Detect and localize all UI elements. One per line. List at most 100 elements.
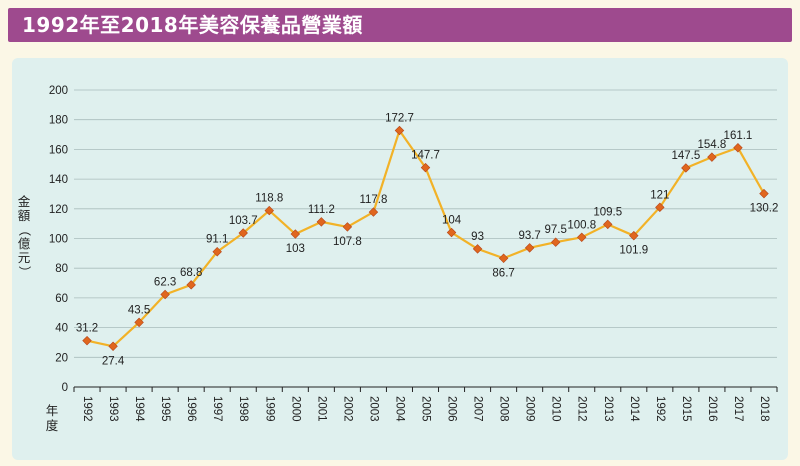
- data-label: 62.3: [154, 276, 176, 288]
- data-label: 130.2: [750, 203, 779, 215]
- x-tick-label: 2006: [446, 396, 458, 422]
- x-tick-label: 2007: [472, 396, 484, 422]
- x-tick-label: 2017: [732, 396, 744, 422]
- data-point: [472, 244, 483, 254]
- data-point: [212, 246, 222, 257]
- y-tick-label: 100: [49, 234, 68, 246]
- data-point: [576, 232, 587, 243]
- data-label: 27.4: [102, 355, 125, 367]
- x-tick-label: 1992: [654, 396, 666, 422]
- y-axis-label-char: 額: [18, 209, 31, 223]
- data-label: 31.2: [76, 323, 98, 335]
- x-tick-label: 2008: [498, 396, 510, 422]
- data-point: [498, 253, 509, 263]
- data-label: 101.9: [619, 245, 648, 257]
- x-axis-label-char: 年: [46, 404, 59, 418]
- data-point: [420, 162, 431, 173]
- data-label: 68.8: [180, 267, 202, 279]
- x-tick-label: 2002: [341, 396, 353, 422]
- axes: 0 20 40 60 80 100 120 140 160 180 200 1992 1993 1994 1…: [49, 85, 778, 422]
- x-tick-label: 2004: [393, 396, 405, 422]
- data-label: 111.2: [308, 204, 335, 216]
- data-point: [446, 227, 457, 238]
- x-tick-label: 2003: [367, 396, 379, 422]
- data-point: [264, 205, 275, 216]
- y-tick-label: 20: [55, 352, 68, 364]
- data-label: 107.8: [333, 236, 362, 248]
- data-point: [82, 335, 92, 346]
- x-tick-label: 1992: [81, 396, 93, 422]
- data-point: [238, 228, 248, 238]
- data-label: 109.5: [593, 206, 622, 218]
- x-tick-label: 2015: [680, 396, 692, 422]
- x-tick-label: 2009: [524, 396, 536, 422]
- data-label: 103: [286, 243, 305, 255]
- y-tick-label: 40: [55, 323, 68, 335]
- data-label: 43.5: [128, 304, 150, 316]
- x-tick-label: 2018: [758, 396, 770, 422]
- data-point: [603, 219, 613, 230]
- x-tick-label: 1993: [107, 396, 119, 422]
- data-point: [759, 188, 769, 199]
- data-point: [524, 243, 535, 253]
- y-tick-label: 60: [55, 293, 68, 305]
- x-tick-label: 1996: [185, 396, 197, 422]
- data-point: [394, 125, 405, 136]
- x-tick-label: 2000: [289, 396, 301, 422]
- y-axis-label-char: （: [17, 224, 31, 237]
- data-label: 97.5: [544, 224, 566, 236]
- data-label: 104: [442, 215, 462, 227]
- data-point: [655, 202, 665, 213]
- data-label: 100.8: [567, 219, 596, 231]
- y-axis-label-char: 億: [18, 237, 31, 251]
- x-axis-label: 年度: [46, 404, 59, 433]
- data-point: [342, 222, 353, 232]
- x-tick-label: 1998: [237, 396, 249, 422]
- y-axis-label: 金額（億元）: [17, 194, 31, 278]
- data-label: 121: [650, 189, 669, 201]
- x-tick-label: 1995: [159, 396, 171, 422]
- data-label: 172.7: [385, 113, 414, 125]
- x-axis-label-char: 度: [46, 418, 59, 433]
- x-tick-label: 2001: [315, 396, 327, 422]
- title-bar: 1992年至2018年美容保養品營業額: [8, 8, 792, 42]
- y-tick-label: 140: [49, 174, 68, 186]
- data-point: [368, 207, 379, 217]
- x-tick-label: 1994: [133, 396, 145, 422]
- x-tick-label: 1999: [263, 396, 275, 422]
- x-tick-label: 2014: [628, 396, 640, 422]
- chart-title: 1992年至2018年美容保養品營業額: [22, 13, 363, 37]
- x-tick-label: 2016: [706, 396, 718, 422]
- data-label: 154.8: [698, 139, 727, 151]
- data-label: 93.7: [518, 230, 540, 242]
- y-axis-label-char: ）: [17, 266, 31, 279]
- data-point: [186, 280, 196, 290]
- data-point: [108, 341, 118, 352]
- y-tick-label: 180: [49, 115, 68, 127]
- data-point: [316, 217, 327, 227]
- y-tick-label: 120: [49, 204, 68, 216]
- data-label: 147.5: [671, 150, 700, 162]
- data-label: 93: [471, 231, 484, 243]
- data-point: [134, 317, 144, 328]
- data-label: 147.7: [411, 150, 440, 162]
- x-tick-label: 2005: [420, 396, 432, 422]
- y-tick-label: 160: [49, 144, 68, 156]
- data-point: [160, 289, 170, 300]
- y-tick-label: 200: [49, 85, 68, 97]
- y-axis-label-char: 元: [18, 251, 31, 265]
- data-label: 161.1: [724, 130, 753, 142]
- data-point: [733, 143, 743, 153]
- x-tick-label: 2012: [576, 396, 588, 422]
- data-point: [629, 230, 639, 241]
- data-point: [550, 237, 561, 247]
- data-point: [290, 229, 301, 239]
- line-chart: 0 20 40 60 80 100 120 140 160 180 200 1992 1993 1994 1…: [17, 85, 779, 433]
- grid: [74, 89, 777, 358]
- y-tick-label: 80: [55, 263, 68, 275]
- y-tick-label: 0: [62, 382, 68, 394]
- data-label: 103.7: [229, 215, 258, 227]
- chart-panel: 0 20 40 60 80 100 120 140 160 180 200 1992 1993 1994 1…: [12, 58, 788, 460]
- data-label: 91.1: [206, 234, 228, 246]
